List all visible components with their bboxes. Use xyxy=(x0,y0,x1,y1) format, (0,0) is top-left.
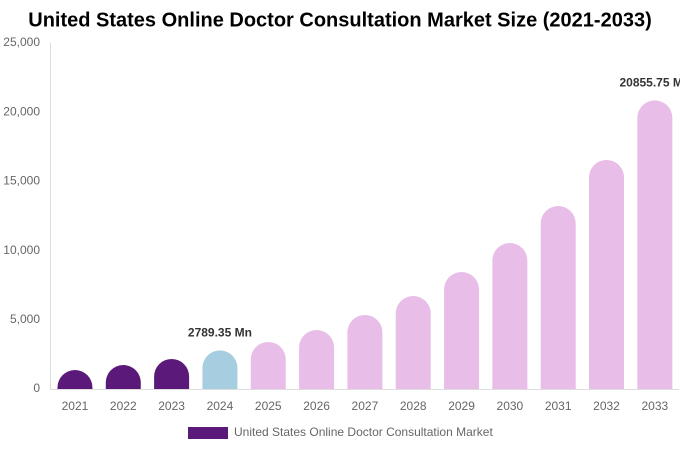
x-tick-label: 2022 xyxy=(110,399,137,413)
chart-title: United States Online Doctor Consultation… xyxy=(28,9,651,31)
y-tick-label: 5,000 xyxy=(10,312,40,326)
x-tick-label: 2024 xyxy=(207,399,234,413)
x-tick-label: 2033 xyxy=(641,399,668,413)
bar xyxy=(540,206,576,389)
bar xyxy=(444,272,480,389)
y-tick-label: 15,000 xyxy=(3,174,40,188)
value-label: 20855.75 Mn xyxy=(619,76,680,90)
bar xyxy=(105,365,141,389)
bar xyxy=(57,370,93,389)
y-tick-label: 20,000 xyxy=(3,104,40,118)
x-tick-label: 2027 xyxy=(352,399,379,413)
x-tick-label: 2031 xyxy=(545,399,572,413)
y-tick-label: 0 xyxy=(33,381,40,395)
x-tick-label: 2021 xyxy=(62,399,89,413)
legend-label: United States Online Doctor Consultation… xyxy=(234,425,493,439)
bar xyxy=(347,314,383,389)
x-tick-label: 2026 xyxy=(303,399,330,413)
legend-swatch xyxy=(188,427,228,439)
x-tick-label: 2023 xyxy=(158,399,185,413)
x-tick-label: 2032 xyxy=(593,399,620,413)
bar xyxy=(202,350,238,389)
bar xyxy=(589,159,625,389)
bar xyxy=(250,341,286,389)
y-tick-label: 25,000 xyxy=(3,35,40,49)
bar xyxy=(492,243,528,389)
bar xyxy=(154,358,190,389)
bar xyxy=(637,100,673,390)
y-tick-label: 10,000 xyxy=(3,243,40,257)
x-tick-label: 2030 xyxy=(497,399,524,413)
x-tick-label: 2028 xyxy=(400,399,427,413)
x-tick-label: 2025 xyxy=(255,399,282,413)
x-tick-label: 2029 xyxy=(448,399,475,413)
bar xyxy=(299,330,335,389)
bar xyxy=(395,295,431,389)
value-label: 2789.35 Mn xyxy=(188,326,252,340)
